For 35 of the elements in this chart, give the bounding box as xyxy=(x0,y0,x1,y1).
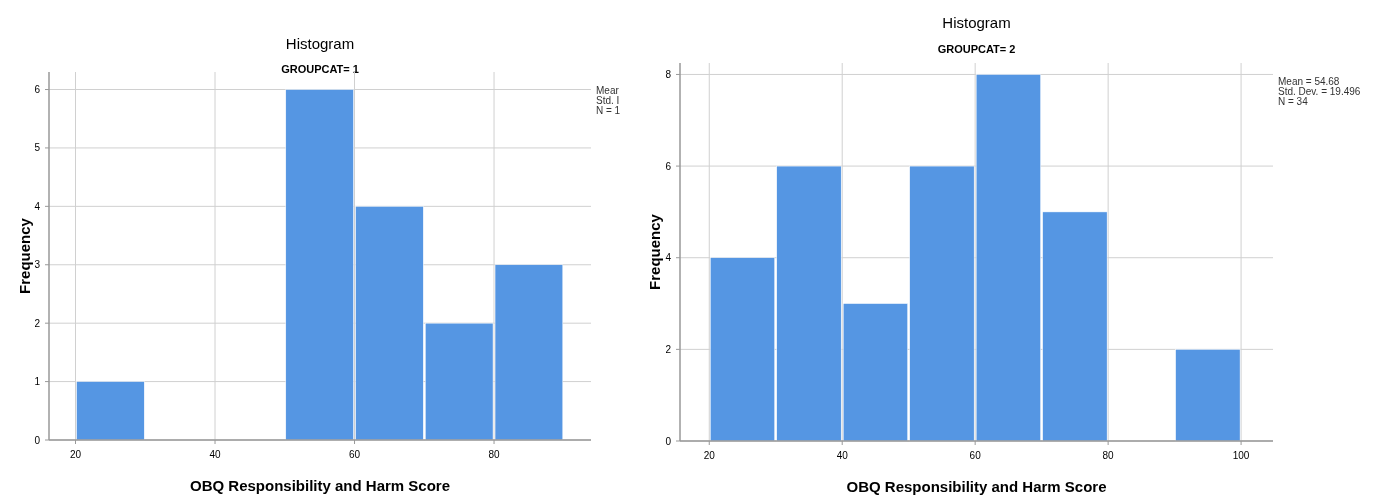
x-tick-label: 20 xyxy=(703,450,716,461)
y-tick-label: 0 xyxy=(665,435,672,447)
y-tick-label: 5 xyxy=(34,142,41,154)
x-tick-label: 80 xyxy=(488,449,501,460)
text: Std. Dev. = 19.496 xyxy=(1278,86,1361,97)
x-tick-label: 20 xyxy=(69,449,82,460)
x-axis-title: OBQ Responsibility and Harm Score xyxy=(846,478,1107,495)
x-tick-label: 80 xyxy=(1102,450,1115,461)
x-tick-label: 60 xyxy=(969,450,982,461)
text: N = 1 xyxy=(596,105,621,116)
y-tick-label: 4 xyxy=(665,252,672,264)
chart-subtitle: GROUPCAT= 1 xyxy=(281,63,359,75)
text: N = 34 xyxy=(1278,96,1309,107)
text: Std. I xyxy=(596,95,620,106)
text: Mean = 54.68 xyxy=(1278,76,1340,87)
y-tick-label: 3 xyxy=(34,259,41,271)
y-tick-label: 8 xyxy=(665,68,672,80)
chart-subtitle: GROUPCAT= 2 xyxy=(937,43,1016,55)
y-tick-label: 6 xyxy=(34,84,41,96)
x-tick-label: 60 xyxy=(348,449,361,460)
y-tick-label: 2 xyxy=(34,317,41,329)
x-tick-label: 40 xyxy=(836,450,849,461)
y-tick-label: 1 xyxy=(34,376,41,388)
x-tick-label: 40 xyxy=(209,449,222,460)
x-tick-label: 100 xyxy=(1232,450,1250,461)
y-tick-label: 2 xyxy=(665,343,672,355)
chart-title: Histogram xyxy=(942,14,1011,31)
y-tick-label: 6 xyxy=(665,160,672,172)
y-tick-label: 0 xyxy=(34,434,41,446)
text: Mear xyxy=(596,85,620,96)
y-axis-title: Frequency xyxy=(646,213,663,290)
x-axis-title: OBQ Responsibility and Harm Score xyxy=(189,477,451,494)
y-tick-label: 4 xyxy=(34,200,41,212)
y-axis-title: Frequency xyxy=(16,217,33,294)
chart-title: Histogram xyxy=(285,35,355,52)
